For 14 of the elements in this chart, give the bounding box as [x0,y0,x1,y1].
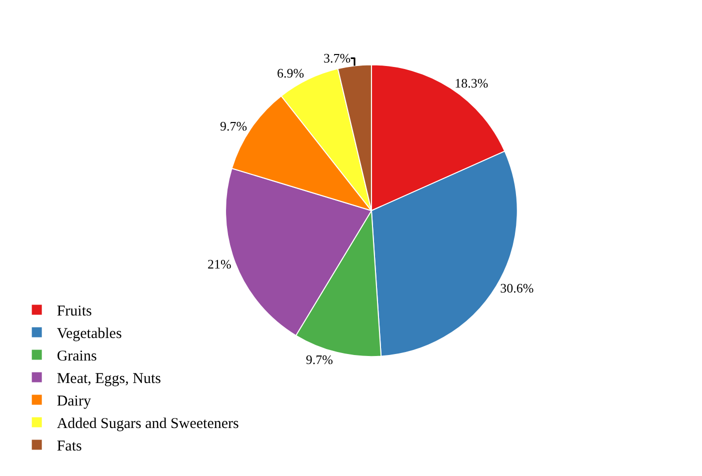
data-label: 3.7% [324,50,351,66]
data-label: 18.3% [454,75,488,90]
legend-label: Added Sugars and Sweeteners [56,416,240,432]
legend-label: Fruits [56,304,92,320]
legend-label: Grains [56,348,97,365]
data-label: 30.6% [500,280,534,296]
legend-label: Meat, Eggs, Nuts [56,371,162,388]
legend-label: Vegetables [56,326,122,342]
legend-label: Fats [56,438,82,455]
data-label: 9.7% [306,352,334,367]
data-label: 9.7% [220,118,248,134]
legend-label: Dairy [56,394,92,410]
data-label: 21% [207,256,232,272]
data-label: 6.9% [277,66,304,81]
